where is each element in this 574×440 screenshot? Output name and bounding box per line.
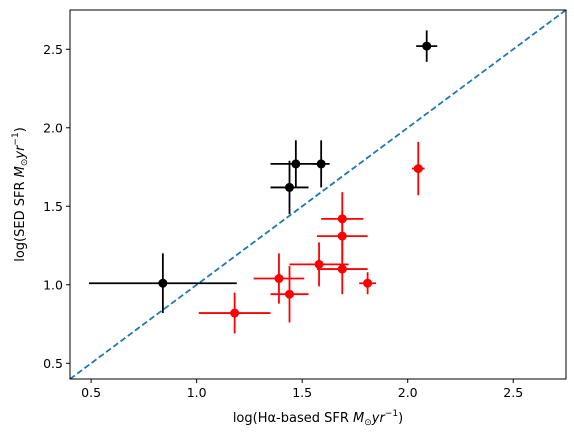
x-tick-label: 2.0 — [398, 385, 418, 400]
data-point — [363, 278, 373, 288]
x-tick-label: 0.5 — [81, 385, 101, 400]
x-axis-label-unit-sub: ⊙ — [364, 418, 372, 428]
data-point — [316, 159, 326, 169]
data-point — [285, 289, 295, 299]
x-tick-label: 2.5 — [503, 385, 523, 400]
y-axis-label-prefix: log(SED SFR — [13, 177, 28, 261]
y-axis-label-unit-sub: ⊙ — [20, 159, 30, 167]
x-axis-label-unit-rest: yr — [371, 411, 387, 426]
y-tick-label: 2.0 — [43, 120, 63, 135]
y-tick-label: 0.5 — [43, 356, 63, 371]
y-axis-label: log(SED SFR M⊙yr−1) — [11, 127, 30, 262]
plot-content — [70, 10, 566, 379]
data-point — [422, 41, 432, 51]
x-axis-ticks: 0.5 1.0 1.5 2.0 2.5 — [81, 379, 523, 400]
y-tick-label: 2.5 — [43, 42, 63, 57]
y-axis-label-unit-main: M — [13, 166, 28, 177]
x-axis-label-unit-main: M — [353, 411, 364, 426]
x-tick-label: 1.5 — [292, 385, 312, 400]
x-axis-label-prefix: log(Hα-based SFR — [233, 411, 353, 426]
y-tick-label: 1.0 — [43, 277, 63, 292]
x-axis-label-suffix: ) — [398, 411, 403, 426]
plot-frame — [69, 9, 567, 380]
series-1 — [198, 141, 425, 334]
data-point — [274, 274, 284, 284]
one-to-one-line — [70, 10, 566, 379]
y-axis-ticks: 0.5 1.0 1.5 2.0 2.5 — [43, 42, 70, 371]
x-axis-label: log(Hα-based SFR M⊙yr−1) — [233, 409, 403, 428]
data-point — [337, 264, 347, 274]
data-point — [337, 231, 347, 241]
y-axis-label-unit-sup: −1 — [11, 132, 21, 145]
data-point — [413, 164, 423, 174]
data-point — [314, 259, 324, 269]
data-point — [291, 159, 301, 169]
y-axis-label-unit-rest: yr — [13, 144, 28, 160]
x-axis-label-unit-sup: −1 — [385, 409, 398, 419]
data-point — [285, 182, 295, 192]
data-point — [158, 278, 168, 288]
x-tick-label: 1.0 — [187, 385, 207, 400]
series-0 — [88, 30, 438, 314]
y-axis-label-suffix: ) — [13, 127, 28, 132]
data-point — [230, 308, 240, 318]
y-tick-label: 1.5 — [43, 199, 63, 214]
